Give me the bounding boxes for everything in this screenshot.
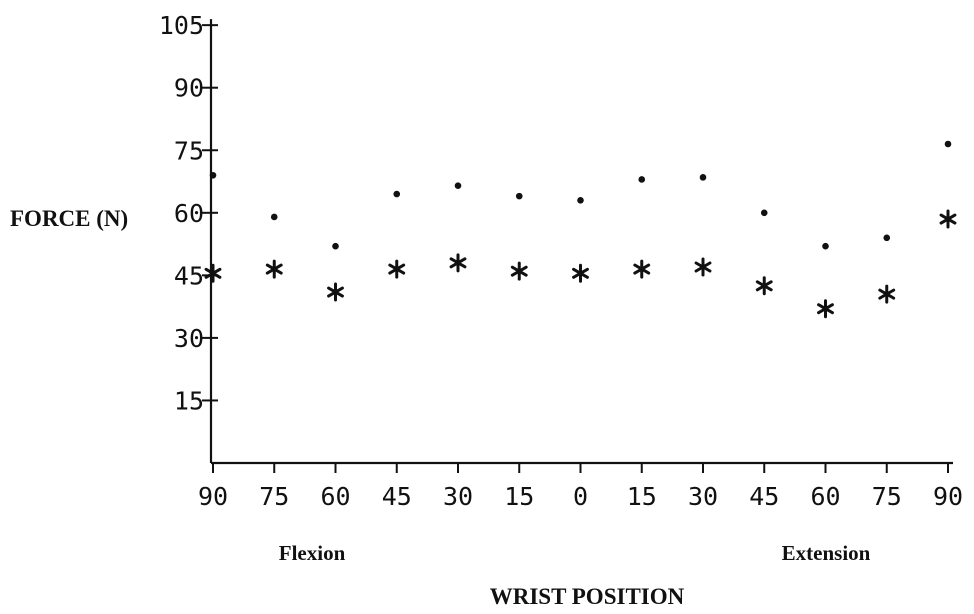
y-ticks: 15 30 45 60 75 90 105	[159, 11, 218, 415]
x-tick-label: 30	[688, 482, 718, 511]
extension-label: Extension	[782, 541, 871, 565]
y-tick-label: 75	[174, 136, 204, 165]
x-tick-label: 15	[627, 482, 657, 511]
dot-point	[760, 209, 768, 217]
dot-point	[393, 190, 401, 198]
data-marks	[204, 140, 957, 319]
dot-point	[454, 182, 462, 189]
dot-point	[699, 174, 707, 181]
y-tick-label: 105	[159, 11, 204, 40]
x-tick-label: 75	[259, 482, 289, 511]
x-tick-label: 90	[933, 482, 963, 511]
x-tick-label: 30	[443, 482, 473, 511]
dot-point	[944, 140, 952, 148]
x-tick-label: 15	[504, 482, 534, 511]
y-tick-label: 45	[174, 261, 204, 290]
asterisk-point	[510, 261, 528, 281]
dot-point	[638, 176, 646, 183]
asterisk-point	[204, 263, 222, 283]
y-tick-label: 90	[174, 74, 204, 103]
dot-point	[822, 242, 829, 250]
y-tick-label: 15	[174, 386, 204, 415]
dot-point	[209, 171, 217, 179]
x-tick-label: 45	[382, 482, 412, 511]
dot-point	[270, 213, 278, 221]
y-tick-label: 60	[174, 199, 204, 228]
dot-point	[577, 196, 584, 204]
dot-point	[515, 192, 523, 200]
y-axis-title: FORCE (N)	[10, 206, 128, 231]
asterisk-point	[265, 259, 283, 279]
x-tick-label: 75	[872, 482, 902, 511]
asterisk-point	[817, 299, 834, 319]
dot-point	[332, 242, 339, 250]
asterisk-point	[694, 257, 712, 277]
dot-point	[883, 234, 891, 242]
x-tick-label: 60	[810, 482, 840, 511]
asterisk-point	[449, 253, 467, 273]
x-tick-label: 0	[573, 482, 588, 511]
asterisk-point	[939, 209, 957, 229]
asterisk-point	[327, 282, 344, 302]
x-ticks: 90 75 60 45 30 15 0 15 30 45 60 75 90	[198, 463, 963, 511]
y-tick-label: 30	[174, 324, 204, 353]
asterisk-point	[572, 263, 589, 283]
x-tick-label: 60	[320, 482, 350, 511]
asterisk-point	[633, 259, 651, 279]
x-tick-label: 90	[198, 482, 228, 511]
asterisk-point	[388, 259, 406, 279]
axes	[209, 19, 953, 465]
flexion-label: Flexion	[279, 541, 346, 565]
asterisk-point	[755, 276, 773, 296]
x-axis-title: WRIST POSITION	[490, 584, 685, 609]
asterisk-point	[878, 284, 896, 304]
x-tick-label: 45	[749, 482, 779, 511]
